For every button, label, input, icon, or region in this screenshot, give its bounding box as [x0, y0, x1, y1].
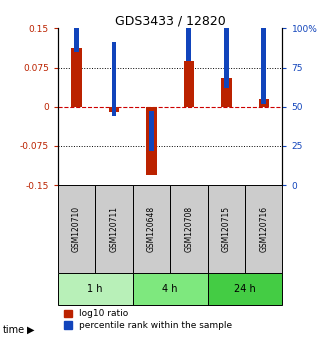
Bar [261, 17, 266, 104]
Text: GSM120648: GSM120648 [147, 206, 156, 252]
Text: GSM120710: GSM120710 [72, 206, 81, 252]
Text: ▶: ▶ [27, 325, 35, 335]
Bar [74, 0, 79, 52]
Text: 1 h: 1 h [88, 284, 103, 294]
Text: 24 h: 24 h [234, 284, 256, 294]
Bar [187, 0, 191, 61]
Text: GSM120715: GSM120715 [222, 206, 231, 252]
Bar [245, 185, 282, 273]
Bar [95, 185, 133, 273]
Bar [208, 185, 245, 273]
Bar [58, 273, 133, 305]
Bar [208, 273, 282, 305]
Bar [184, 61, 194, 107]
Title: GDS3433 / 12820: GDS3433 / 12820 [115, 14, 226, 27]
Bar [133, 273, 208, 305]
Bar [221, 78, 231, 107]
Bar [111, 42, 117, 116]
Bar [133, 185, 170, 273]
Bar [71, 48, 82, 107]
Bar [258, 99, 269, 107]
Text: GSM120708: GSM120708 [184, 206, 193, 252]
Text: GSM120711: GSM120711 [109, 206, 118, 252]
Text: time: time [3, 325, 25, 335]
Bar [58, 185, 95, 273]
Text: GSM120716: GSM120716 [259, 206, 268, 252]
Bar [224, 0, 229, 88]
Bar [146, 107, 157, 175]
Bar [149, 112, 154, 151]
Bar [109, 107, 119, 112]
Text: 4 h: 4 h [162, 284, 178, 294]
Bar [170, 185, 208, 273]
Legend: log10 ratio, percentile rank within the sample: log10 ratio, percentile rank within the … [62, 308, 234, 332]
